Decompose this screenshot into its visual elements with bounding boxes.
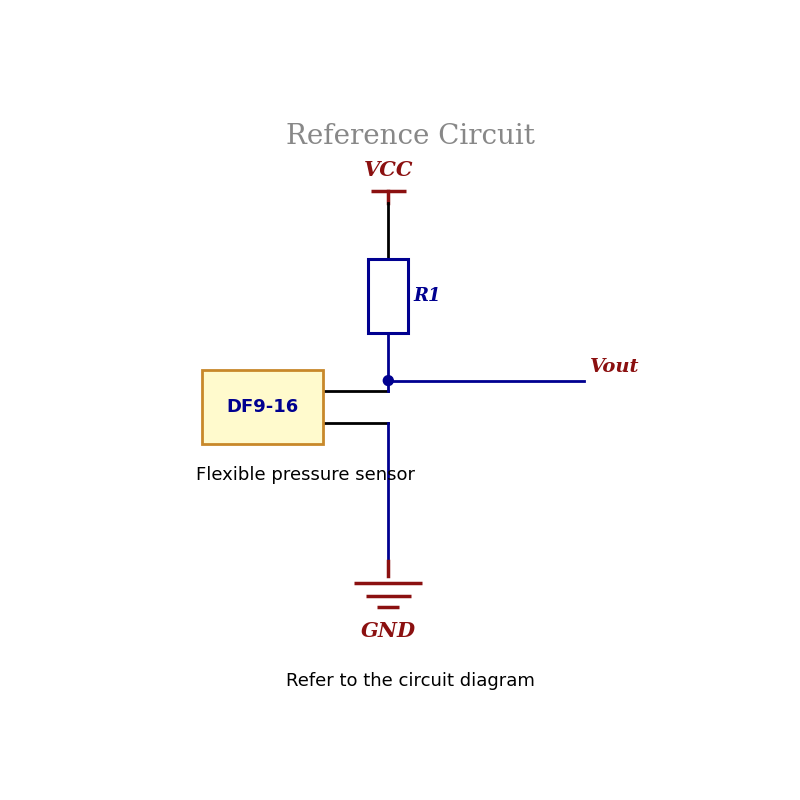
Circle shape [383, 376, 394, 386]
Text: GND: GND [361, 621, 416, 641]
Text: VCC: VCC [363, 160, 413, 180]
Text: Reference Circuit: Reference Circuit [286, 122, 534, 150]
Bar [202, 370, 323, 444]
Text: Flexible pressure sensor: Flexible pressure sensor [196, 466, 415, 483]
Text: Vout: Vout [590, 358, 639, 376]
Text: DF9-16: DF9-16 [226, 398, 299, 416]
Text: R1: R1 [413, 287, 441, 305]
Text: Refer to the circuit diagram: Refer to the circuit diagram [286, 672, 534, 690]
Bar [369, 259, 408, 333]
